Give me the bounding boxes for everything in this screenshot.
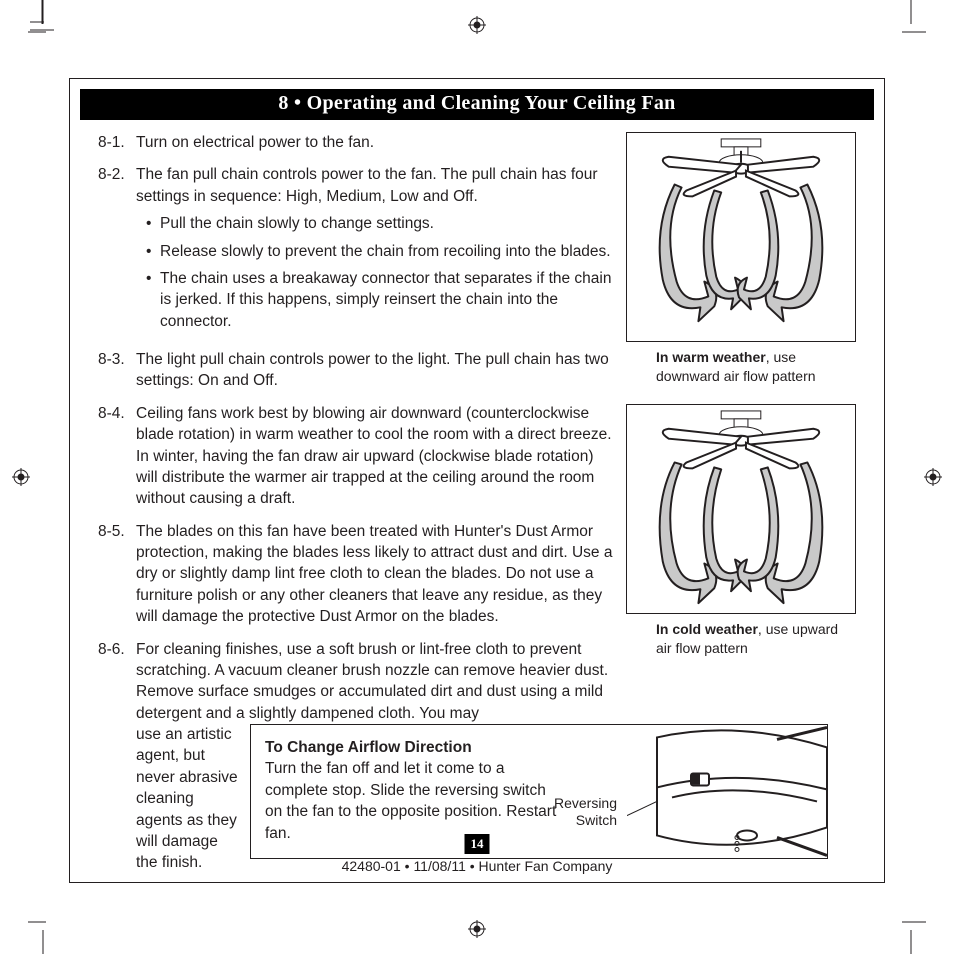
reversing-switch-figure <box>627 725 827 858</box>
step-8-4: 8-4. Ceiling fans work best by blowing a… <box>98 403 618 510</box>
change-box-heading: To Change Airflow Direction <box>265 739 472 756</box>
caption-cold: In cold weather, use upward air flow pat… <box>626 620 856 658</box>
step-8-3: 8-3. The light pull chain controls power… <box>98 349 618 392</box>
bullet-item: Release slowly to prevent the chain from… <box>136 241 618 262</box>
page-number: 14 <box>465 834 490 854</box>
bullet-item: Pull the chain slowly to change settings… <box>136 213 618 234</box>
registration-right <box>924 468 942 486</box>
step-8-2-text: The fan pull chain controls power to the… <box>136 166 598 204</box>
step-8-1: 8-1. Turn on electrical power to the fan… <box>98 132 618 153</box>
change-box-text: To Change Airflow Direction Turn the fan… <box>265 737 565 844</box>
change-box-body: Turn the fan off and let it come to a co… <box>265 760 556 841</box>
crop-mark-br <box>896 914 926 954</box>
step-text: The fan pull chain controls power to the… <box>136 164 618 338</box>
step-number: 8-1. <box>98 132 136 153</box>
crop-mark-bl <box>28 914 58 954</box>
registration-bottom <box>468 920 486 938</box>
caption-warm-bold: In warm weather <box>656 349 766 365</box>
step-number: 8-2. <box>98 164 136 338</box>
footer: 42480-01 • 11/08/11 • Hunter Fan Company <box>70 858 884 874</box>
figure-cold-weather <box>626 404 856 614</box>
registration-top <box>468 16 486 34</box>
step-8-5: 8-5. The blades on this fan have been tr… <box>98 521 618 628</box>
step-text: Ceiling fans work best by blowing air do… <box>136 403 618 510</box>
step-text: Turn on electrical power to the fan. <box>136 132 618 153</box>
registration-left <box>12 468 30 486</box>
bullet-item: The chain uses a breakaway connector tha… <box>136 268 618 332</box>
figure-warm-weather <box>626 132 856 342</box>
figures-column: In warm weather, use downward air flow p… <box>626 132 856 724</box>
step-text: The blades on this fan have been treated… <box>136 521 618 628</box>
page-frame: 8 • Operating and Cleaning Your Ceiling … <box>69 78 885 883</box>
step-number: 8-4. <box>98 403 136 510</box>
crop-mark-tr <box>896 0 926 40</box>
step-number: 8-3. <box>98 349 136 392</box>
step-text: The light pull chain controls power to t… <box>136 349 618 392</box>
step-8-6-continuation: use an artistic agent, but never abrasiv… <box>136 724 240 874</box>
step-number: 8-5. <box>98 521 136 628</box>
reversing-switch-label: Reversing Switch <box>554 795 617 829</box>
change-airflow-box: To Change Airflow Direction Turn the fan… <box>250 724 828 859</box>
caption-cold-bold: In cold weather <box>656 621 758 637</box>
crop-mark-tl2 <box>28 0 58 40</box>
step-8-2: 8-2. The fan pull chain controls power t… <box>98 164 618 338</box>
caption-warm: In warm weather, use downward air flow p… <box>626 348 856 386</box>
step-number: 8-6. <box>98 639 136 725</box>
step-text: For cleaning finishes, use a soft brush … <box>136 639 618 725</box>
section-title: 8 • Operating and Cleaning Your Ceiling … <box>80 89 874 120</box>
content-columns: 8-1. Turn on electrical power to the fan… <box>70 120 884 724</box>
rev-label-1: Reversing <box>554 795 617 811</box>
step-8-2-bullets: Pull the chain slowly to change settings… <box>136 213 618 332</box>
step-8-6: 8-6. For cleaning finishes, use a soft b… <box>98 639 618 725</box>
instructions-column: 8-1. Turn on electrical power to the fan… <box>98 132 618 724</box>
rev-label-2: Switch <box>576 812 617 828</box>
